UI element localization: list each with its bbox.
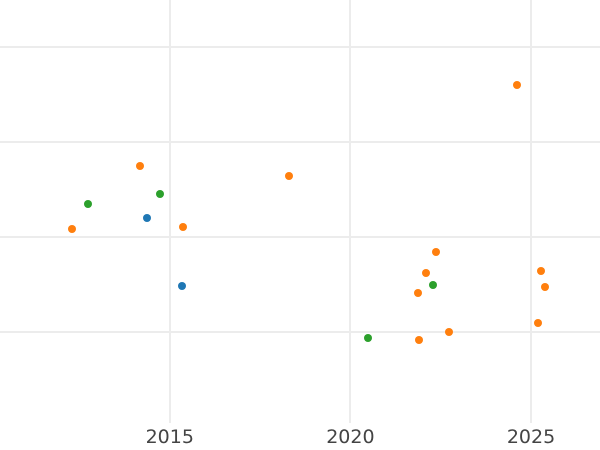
data-point-orange <box>432 248 440 257</box>
data-point-orange <box>533 318 542 327</box>
data-point-orange <box>179 223 188 232</box>
data-point-orange <box>135 161 144 170</box>
data-point-green <box>84 199 93 208</box>
data-point-orange <box>68 225 77 234</box>
data-point-orange <box>445 328 454 337</box>
data-point-orange <box>415 335 424 344</box>
gridline-horizontal <box>0 331 600 334</box>
data-point-blue <box>142 213 151 222</box>
data-point-orange <box>413 289 422 298</box>
data-point-orange <box>513 80 522 89</box>
plot-area <box>0 0 600 423</box>
x-tick-label: 2015 <box>145 426 194 448</box>
x-tick-label: 2020 <box>326 426 375 448</box>
gridline-vertical <box>168 0 171 423</box>
data-point-orange <box>541 283 550 292</box>
data-point-orange <box>537 267 546 276</box>
gridline-horizontal <box>0 236 600 238</box>
gridline-horizontal <box>0 140 600 143</box>
data-point-green <box>429 280 438 289</box>
gridline-horizontal <box>0 45 600 48</box>
data-point-orange <box>421 269 430 278</box>
x-tick-label: 2025 <box>506 426 556 448</box>
data-point-orange <box>284 172 293 181</box>
data-point-green <box>156 190 165 199</box>
gridline-vertical <box>530 0 532 423</box>
data-point-blue <box>178 281 187 290</box>
gridline-vertical <box>349 0 352 423</box>
data-point-green <box>364 333 373 342</box>
